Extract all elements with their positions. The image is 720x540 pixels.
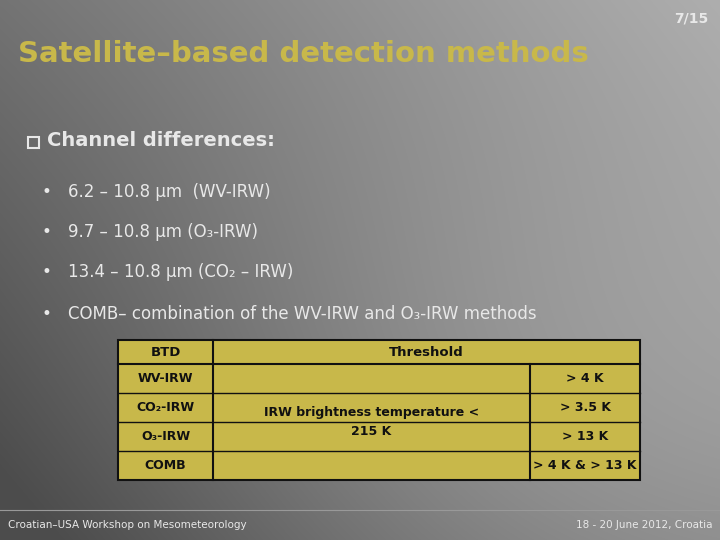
Text: 6.2 – 10.8 μm  (WV-IRW): 6.2 – 10.8 μm (WV-IRW): [68, 183, 271, 201]
Text: 7/15: 7/15: [674, 12, 708, 26]
Text: IRW brightness temperature <
215 K: IRW brightness temperature < 215 K: [264, 406, 479, 438]
Text: COMB: COMB: [145, 459, 186, 472]
Text: 13.4 – 10.8 μm (CO₂ – IRW): 13.4 – 10.8 μm (CO₂ – IRW): [68, 263, 293, 281]
Bar: [28, 137, 39, 147]
Text: •: •: [41, 305, 51, 323]
Text: COMB– combination of the WV-IRW and O₃-IRW methods: COMB– combination of the WV-IRW and O₃-I…: [68, 305, 536, 323]
Text: WV-IRW: WV-IRW: [138, 372, 193, 385]
Text: 18 - 20 June 2012, Croatia: 18 - 20 June 2012, Croatia: [575, 520, 712, 530]
Bar: [118, 340, 640, 480]
Text: > 4 K & > 13 K: > 4 K & > 13 K: [534, 459, 636, 472]
Text: > 4 K: > 4 K: [566, 372, 604, 385]
Text: Croatian–USA Workshop on Mesometeorology: Croatian–USA Workshop on Mesometeorology: [8, 520, 247, 530]
Text: 9.7 – 10.8 μm (O₃-IRW): 9.7 – 10.8 μm (O₃-IRW): [68, 223, 258, 241]
Text: CO₂-IRW: CO₂-IRW: [136, 401, 194, 414]
Text: •: •: [41, 223, 51, 241]
Text: BTD: BTD: [150, 346, 181, 359]
Text: •: •: [41, 183, 51, 201]
Text: Threshold: Threshold: [389, 346, 464, 359]
Text: •: •: [41, 263, 51, 281]
Text: > 3.5 K: > 3.5 K: [559, 401, 611, 414]
Text: O₃-IRW: O₃-IRW: [141, 430, 190, 443]
Text: Channel differences:: Channel differences:: [47, 132, 275, 151]
Text: > 13 K: > 13 K: [562, 430, 608, 443]
Text: Satellite–based detection methods: Satellite–based detection methods: [18, 40, 589, 68]
